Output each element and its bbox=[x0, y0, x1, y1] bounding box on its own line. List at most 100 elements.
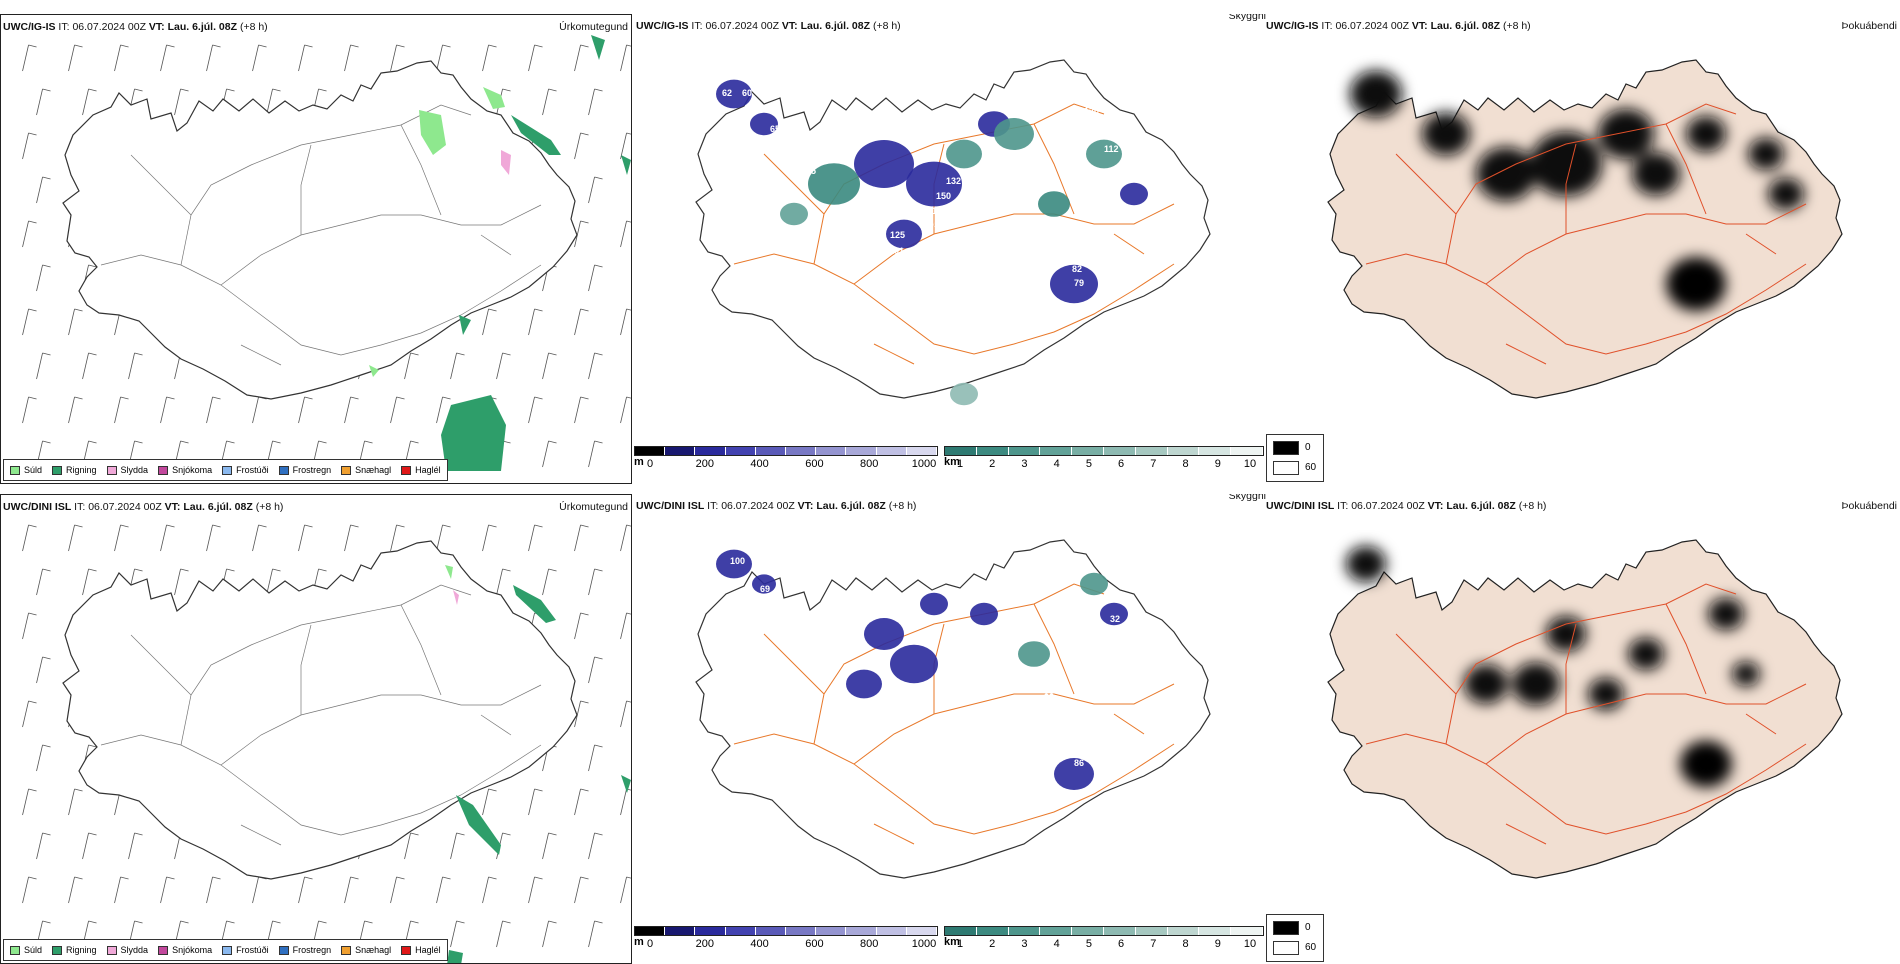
wind-barb bbox=[266, 88, 281, 116]
colorbar-segment bbox=[1103, 447, 1136, 455]
vt-label: VT: bbox=[148, 21, 165, 33]
colorbar-segment bbox=[725, 447, 756, 455]
fog-legend: 0 60 bbox=[1266, 914, 1324, 962]
colorbar-segment bbox=[695, 447, 726, 455]
legend-swatch bbox=[222, 945, 233, 955]
legend-label: Rigning bbox=[66, 465, 97, 475]
cloud-base-label: 69 bbox=[760, 584, 770, 594]
wind-barb bbox=[252, 876, 267, 904]
legend-item: Súld bbox=[10, 945, 42, 955]
legend-label: Slydda bbox=[120, 465, 149, 475]
colorbar-segment bbox=[976, 927, 1009, 935]
wind-barb bbox=[588, 440, 603, 468]
wind-barb bbox=[620, 396, 631, 424]
it-label: IT: bbox=[1337, 500, 1349, 512]
legend-label: Haglél bbox=[415, 945, 441, 955]
colorbar-tick: 0 bbox=[646, 458, 654, 470]
cloud-area bbox=[1054, 758, 1094, 790]
legend-item: Rigning bbox=[52, 465, 97, 475]
colorbar-segment bbox=[635, 927, 666, 935]
wind-barb bbox=[620, 220, 631, 248]
wind-barb bbox=[22, 220, 37, 248]
wind-barb bbox=[160, 44, 175, 72]
wind-barb bbox=[344, 876, 359, 904]
wind-barb bbox=[404, 352, 419, 380]
cloud-area bbox=[864, 618, 904, 650]
iceland-outline bbox=[695, 539, 1211, 879]
cloud-area bbox=[846, 669, 882, 699]
wind-barb bbox=[36, 744, 51, 772]
wind-barb bbox=[574, 396, 589, 424]
cloud-area bbox=[920, 592, 948, 616]
precip-legend: Súld Rigning Slydda Snjókoma Frostúði Frostre… bbox=[3, 939, 448, 961]
colorbar-segment bbox=[816, 447, 847, 455]
cloud-base-label: 92 bbox=[1044, 692, 1054, 702]
wind-barb bbox=[496, 920, 511, 948]
colorbar-tick: 10 bbox=[1243, 938, 1257, 950]
colorbar-tick: 4 bbox=[1053, 938, 1060, 950]
wind-barb bbox=[160, 524, 175, 552]
cloud-base-label: 32 bbox=[1110, 614, 1120, 624]
colorbar-segment bbox=[1231, 447, 1263, 455]
cloud-area bbox=[1120, 182, 1148, 206]
legend-swatch bbox=[401, 465, 412, 475]
precip-type-panel: UWC/IG-IS IT: 06.07.2024 00Z VT: Lau. 6.… bbox=[0, 14, 632, 484]
wind-barb bbox=[588, 352, 603, 380]
colorbar-unit: km bbox=[944, 936, 960, 948]
init-time: 06.07.2024 00Z bbox=[1351, 500, 1425, 512]
cloud-area bbox=[1080, 572, 1108, 596]
legend-item: Súld bbox=[10, 465, 42, 475]
legend-label: Frostúði bbox=[236, 945, 269, 955]
iceland-outline bbox=[62, 540, 578, 880]
legend-item: Frostregn bbox=[278, 945, 331, 955]
it-label: IT: bbox=[1321, 20, 1333, 32]
wind-barb bbox=[36, 352, 51, 380]
wind-barb bbox=[298, 396, 313, 424]
colorbar-segment bbox=[1072, 927, 1104, 935]
colorbar-segment bbox=[816, 927, 847, 935]
fog-area bbox=[1422, 112, 1470, 156]
legend-label: Snæhagl bbox=[355, 465, 392, 475]
valid-time: Lau. 6.júl. 08Z bbox=[816, 500, 886, 512]
cloud-base-label: 111 bbox=[1102, 124, 1116, 134]
wind-barb bbox=[620, 876, 631, 904]
valid-time: Lau. 6.júl. 08Z bbox=[800, 20, 871, 32]
wind-barb bbox=[482, 788, 497, 816]
colorbar-segment bbox=[1040, 447, 1073, 455]
visibility-colorbar: 1 2 3 4 5 6 7 8 9 10 km bbox=[944, 446, 1264, 482]
wind-barb bbox=[450, 920, 465, 948]
colorbar-segment bbox=[1008, 927, 1041, 935]
fog-high-label: 0 bbox=[1305, 442, 1311, 453]
fog-area bbox=[1598, 108, 1654, 160]
colorbar-segment bbox=[665, 447, 696, 455]
wind-barb bbox=[252, 396, 267, 424]
legend-label: Snjókoma bbox=[172, 945, 213, 955]
wind-barb bbox=[68, 876, 83, 904]
wind-barb bbox=[528, 524, 543, 552]
wind-barb bbox=[206, 876, 221, 904]
legend-swatch bbox=[401, 945, 412, 955]
colorbar-tick: 200 bbox=[695, 938, 714, 950]
colorbar-segment bbox=[665, 927, 696, 935]
wind-barb bbox=[588, 656, 603, 684]
wind-barb bbox=[82, 352, 97, 380]
colorbar-tick: 1 bbox=[956, 938, 964, 950]
wind-barb bbox=[114, 876, 129, 904]
wind-barb bbox=[22, 612, 37, 640]
wind-barb bbox=[174, 568, 189, 596]
wind-barb bbox=[620, 308, 631, 336]
wind-barb bbox=[588, 176, 603, 204]
fog-area bbox=[1708, 597, 1744, 631]
fog-area bbox=[1686, 116, 1726, 152]
panel-title: Þokuábendi bbox=[1841, 500, 1897, 512]
cloud-base-label: 59 bbox=[752, 558, 762, 568]
wind-barb bbox=[482, 876, 497, 904]
panel-title: Skyggni bbox=[1228, 14, 1266, 22]
wind-barb bbox=[22, 788, 37, 816]
cloud-base-label: 100 bbox=[730, 556, 745, 566]
wind-barb bbox=[174, 88, 189, 116]
colorbar-segment bbox=[906, 447, 938, 455]
fog-area bbox=[1732, 661, 1760, 687]
precip-type-panel: UWC/DINI ISL IT: 06.07.2024 00Z VT: Lau.… bbox=[0, 494, 632, 964]
cloud-base-label: 112 bbox=[1104, 144, 1119, 154]
